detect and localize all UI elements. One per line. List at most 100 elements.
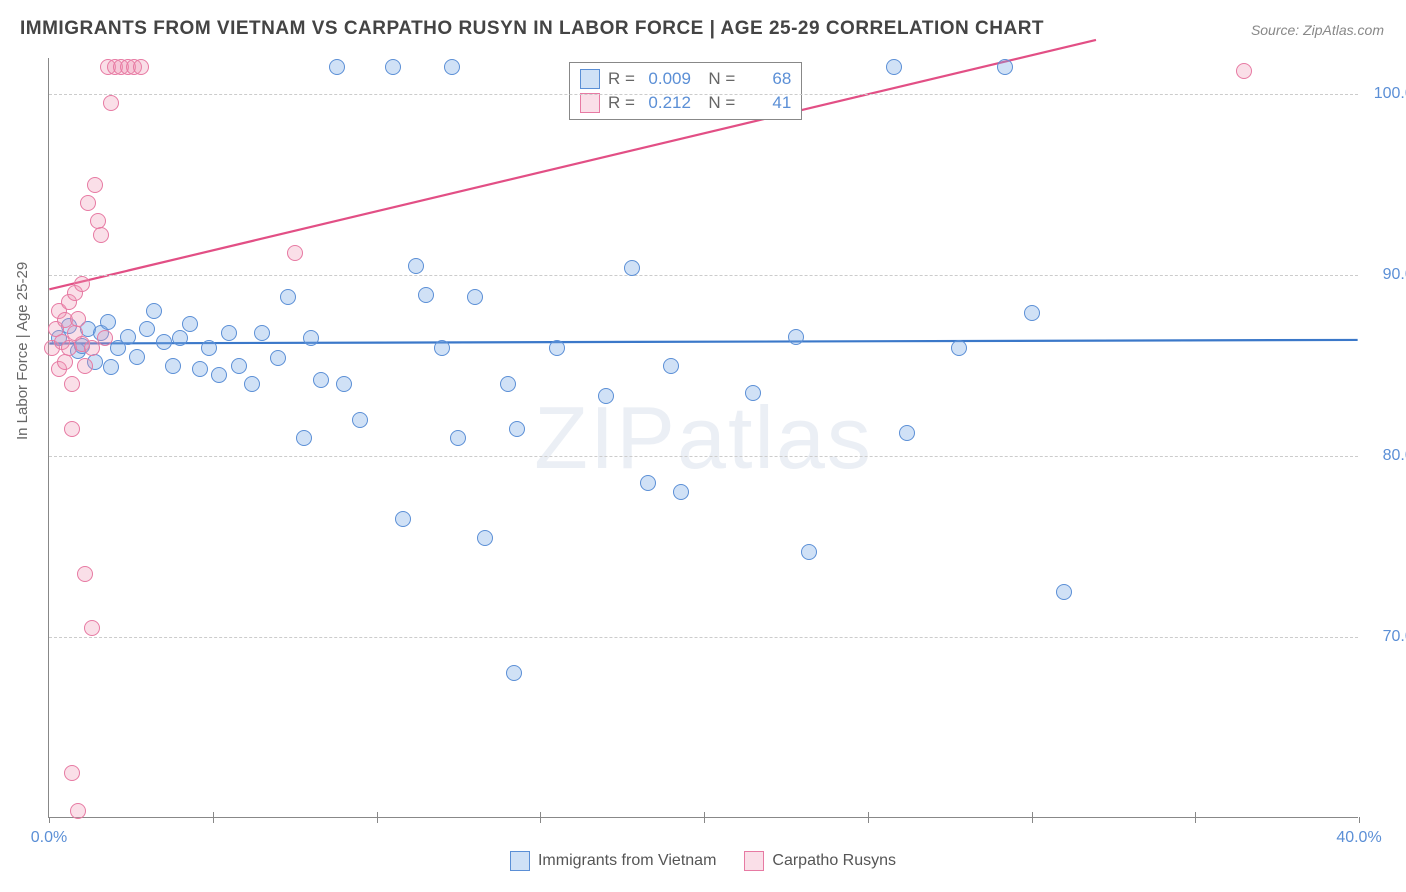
data-point xyxy=(951,340,967,356)
watermark: ZIPatlas xyxy=(534,387,873,489)
n-label: N = xyxy=(699,69,735,89)
data-point xyxy=(352,412,368,428)
n-label: N = xyxy=(699,93,735,113)
data-point xyxy=(74,276,90,292)
data-point xyxy=(280,289,296,305)
data-point xyxy=(640,475,656,491)
r-value: 0.212 xyxy=(643,93,691,113)
data-point xyxy=(313,372,329,388)
r-value: 0.009 xyxy=(643,69,691,89)
data-point xyxy=(64,376,80,392)
data-point xyxy=(129,349,145,365)
data-point xyxy=(97,330,113,346)
data-point xyxy=(221,325,237,341)
data-point xyxy=(77,358,93,374)
gridline-v xyxy=(377,812,378,818)
data-point xyxy=(663,358,679,374)
data-point xyxy=(408,258,424,274)
legend-swatch xyxy=(580,69,600,89)
data-point xyxy=(418,287,434,303)
data-point xyxy=(146,303,162,319)
gridline-h xyxy=(49,94,1358,95)
data-point xyxy=(84,620,100,636)
data-point xyxy=(287,245,303,261)
data-point xyxy=(192,361,208,377)
source-label: Source: ZipAtlas.com xyxy=(1251,22,1384,38)
stats-row: R = 0.009 N = 68 xyxy=(580,67,791,91)
stats-legend-box: R =0.009 N =68R =0.212 N =41 xyxy=(569,62,802,120)
data-point xyxy=(139,321,155,337)
data-point xyxy=(303,330,319,346)
gridline-h xyxy=(49,637,1358,638)
data-point xyxy=(133,59,149,75)
data-point xyxy=(395,511,411,527)
legend-label: Carpatho Rusyns xyxy=(772,852,896,870)
r-label: R = xyxy=(608,69,635,89)
data-point xyxy=(1056,584,1072,600)
y-tick-label: 80.0% xyxy=(1368,447,1406,465)
data-point xyxy=(673,484,689,500)
legend-swatch xyxy=(510,851,530,871)
r-label: R = xyxy=(608,93,635,113)
data-point xyxy=(467,289,483,305)
data-point xyxy=(64,421,80,437)
data-point xyxy=(70,311,86,327)
data-point xyxy=(103,95,119,111)
data-point xyxy=(506,665,522,681)
legend-swatch xyxy=(744,851,764,871)
data-point xyxy=(745,385,761,401)
data-point xyxy=(997,59,1013,75)
chart-title: IMMIGRANTS FROM VIETNAM VS CARPATHO RUSY… xyxy=(20,18,1044,40)
data-point xyxy=(788,329,804,345)
data-point xyxy=(244,376,260,392)
data-point xyxy=(899,425,915,441)
data-point xyxy=(624,260,640,276)
y-tick-label: 90.0% xyxy=(1368,266,1406,284)
n-value: 68 xyxy=(743,69,791,89)
gridline-v xyxy=(1195,812,1196,818)
plot-area: ZIPatlas R =0.009 N =68R =0.212 N =41 70… xyxy=(48,58,1358,818)
gridline-v xyxy=(213,812,214,818)
x-tick-label: 0.0% xyxy=(31,829,67,847)
gridline-v xyxy=(1032,812,1033,818)
gridline-h xyxy=(49,456,1358,457)
x-tick xyxy=(49,817,50,823)
gridline-v xyxy=(704,812,705,818)
data-point xyxy=(120,329,136,345)
data-point xyxy=(211,367,227,383)
data-point xyxy=(1024,305,1040,321)
regression-lines xyxy=(49,58,1358,817)
legend-item: Carpatho Rusyns xyxy=(744,851,896,871)
x-tick-label: 40.0% xyxy=(1336,829,1381,847)
data-point xyxy=(801,544,817,560)
data-point xyxy=(1236,63,1252,79)
gridline-v xyxy=(540,812,541,818)
bottom-legend: Immigrants from Vietnam Carpatho Rusyns xyxy=(0,851,1406,876)
data-point xyxy=(77,566,93,582)
data-point xyxy=(477,530,493,546)
legend-label: Immigrants from Vietnam xyxy=(538,852,716,870)
data-point xyxy=(90,213,106,229)
data-point xyxy=(70,803,86,819)
data-point xyxy=(100,314,116,330)
data-point xyxy=(336,376,352,392)
data-point xyxy=(87,177,103,193)
data-point xyxy=(450,430,466,446)
y-tick-label: 100.0% xyxy=(1368,85,1406,103)
legend-swatch xyxy=(580,93,600,113)
data-point xyxy=(500,376,516,392)
data-point xyxy=(329,59,345,75)
data-point xyxy=(434,340,450,356)
data-point xyxy=(254,325,270,341)
data-point xyxy=(182,316,198,332)
data-point xyxy=(549,340,565,356)
data-point xyxy=(598,388,614,404)
data-point xyxy=(201,340,217,356)
legend-item: Immigrants from Vietnam xyxy=(510,851,716,871)
data-point xyxy=(296,430,312,446)
data-point xyxy=(57,354,73,370)
y-axis-label: In Labor Force | Age 25-29 xyxy=(14,262,31,440)
gridline-v xyxy=(868,812,869,818)
data-point xyxy=(509,421,525,437)
data-point xyxy=(231,358,247,374)
